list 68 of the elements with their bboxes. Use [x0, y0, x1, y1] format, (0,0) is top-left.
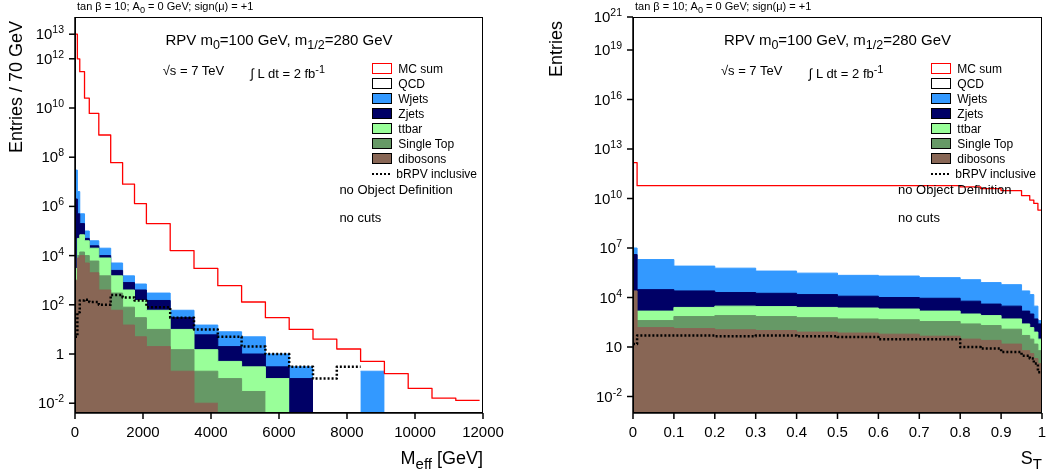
y-tick-label: 10$^{12}$: [35, 47, 65, 67]
x-tick-label: 0.2: [704, 423, 726, 440]
chart-title: tan β = 10; A$_{0}$ = 0 GeV; sign(μ) = +1: [635, 0, 812, 16]
x-tick-label: 2000: [126, 423, 160, 440]
legend-label: ttbar: [398, 121, 423, 136]
legend-label: ttbar: [957, 121, 982, 136]
legend-label: dibosons: [398, 151, 447, 166]
legend-label: MC sum: [957, 61, 1002, 76]
annotation: no cuts: [898, 210, 940, 225]
y-tick-label: 10$^{4}$: [599, 286, 623, 306]
y-tick-label: 10$^{13}$: [35, 23, 65, 43]
y-tick-label: 10$^{16}$: [593, 88, 623, 108]
y-axis-title: Entries / 70 GeV: [6, 21, 27, 154]
x-tick-label: 0: [70, 423, 80, 440]
x-tick-label: 0.6: [867, 423, 889, 440]
annotation: ∫ L dt = 2 fb$^{-1}$: [250, 63, 325, 82]
y-tick-label: 10$^{6}$: [41, 195, 65, 215]
annotation: ∫ L dt = 2 fb$^{-1}$: [808, 63, 884, 82]
legend-label: Single Top: [398, 136, 455, 151]
y-tick-label: 10$^{-2}$: [595, 385, 623, 405]
y-tick-label: 10$^{-2}$: [37, 392, 65, 412]
x-tick-label: 0.7: [908, 423, 930, 440]
y-tick-label: 10: [605, 338, 622, 355]
y-tick-label: 1: [55, 345, 64, 363]
y-axis-title: Entries: [546, 21, 567, 78]
annotation: no Object Definition: [339, 182, 453, 197]
annotation: no cuts: [339, 210, 382, 225]
x-tick-label: 8000: [330, 423, 364, 440]
legend-label: QCD: [957, 76, 984, 91]
x-tick-label: 0.4: [786, 423, 808, 440]
x-tick-label: 0.3: [745, 423, 767, 440]
legend-label: bRPV inclusive: [955, 166, 1036, 181]
annotation: √s = 7 TeV: [720, 63, 783, 78]
y-tick-label: 10$^{10}$: [35, 97, 65, 116]
x-tick-label: 0.1: [663, 423, 685, 440]
x-tick-label: 4000: [194, 423, 228, 440]
legend-label: bRPV inclusive: [396, 166, 477, 181]
legend-label: QCD: [398, 76, 425, 91]
x-tick-label: 10000: [394, 423, 436, 440]
x-tick-label: 1: [1037, 423, 1047, 440]
chart-title: tan β = 10; A$_{0}$ = 0 GeV; sign(μ) = +1: [77, 0, 254, 16]
legend-label: Wjets: [957, 91, 988, 106]
legend-label: dibosons: [957, 151, 1006, 166]
x-tick-label: 0: [628, 423, 638, 440]
line-series: [633, 161, 1042, 211]
legend-label: Single Top: [957, 136, 1014, 151]
annotation: RPV m$_{0}$=100 GeV, m$_{1/2}$=280 GeV: [165, 31, 393, 52]
y-tick-label: 10$^{19}$: [593, 39, 623, 58]
x-tick-label: 0.8: [949, 423, 971, 440]
annotation: √s = 7 TeV: [162, 63, 225, 78]
legend-label: Zjets: [398, 106, 425, 121]
legend-label: MC sum: [398, 61, 443, 76]
x-axis-title: S$_{T}$: [1020, 448, 1042, 472]
y-tick-label: 10$^{10}$: [593, 187, 623, 207]
x-tick-label: 12000: [462, 423, 504, 440]
x-tick-label: 6000: [262, 423, 296, 440]
y-tick-label: 10$^{8}$: [41, 146, 65, 166]
y-tick-label: 10$^{21}$: [593, 6, 623, 25]
x-tick-label: 0.5: [827, 423, 848, 440]
y-tick-label: 10$^{2}$: [41, 293, 65, 313]
y-tick-label: 10$^{4}$: [41, 244, 65, 264]
y-tick-label: 10$^{7}$: [599, 237, 623, 256]
x-tick-label: 0.9: [990, 423, 1012, 440]
x-axis-title: M$_{eff}$ [GeV]: [400, 448, 483, 472]
legend-label: Zjets: [957, 106, 984, 121]
annotation: RPV m$_{0}$=100 GeV, m$_{1/2}$=280 GeV: [723, 31, 952, 52]
legend-label: Wjets: [398, 91, 429, 106]
y-tick-label: 10$^{13}$: [593, 138, 623, 157]
